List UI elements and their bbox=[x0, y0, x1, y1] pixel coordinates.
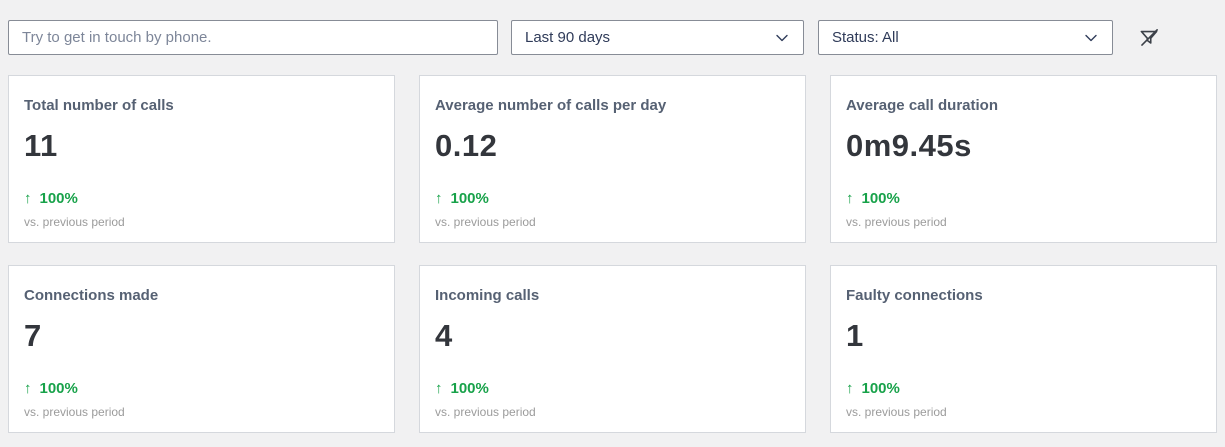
arrow-up-icon: ↑ bbox=[846, 380, 854, 397]
card-value: 7 bbox=[24, 318, 42, 353]
date-range-dropdown[interactable]: Last 90 days bbox=[511, 20, 804, 55]
card-value: 4 bbox=[435, 318, 453, 353]
card-trend: ↑ 100% bbox=[846, 381, 1201, 396]
arrow-up-icon: ↑ bbox=[24, 190, 32, 207]
stat-card-total-calls: Total number of calls 11 ↑ 100% vs. prev… bbox=[8, 75, 395, 243]
clear-filters-button[interactable] bbox=[1131, 20, 1167, 55]
card-trend: ↑ 100% bbox=[435, 191, 790, 206]
trend-percentage: 100% bbox=[861, 380, 900, 397]
trend-percentage: 100% bbox=[450, 380, 489, 397]
card-trend: ↑ 100% bbox=[24, 191, 379, 206]
search-input[interactable] bbox=[8, 20, 498, 55]
comparison-label: vs. previous period bbox=[846, 215, 947, 229]
stat-card-faulty-connections: Faulty connections 1 ↑ 100% vs. previous… bbox=[830, 265, 1217, 433]
card-value: 0.12 bbox=[435, 128, 498, 163]
card-trend: ↑ 100% bbox=[846, 191, 1201, 206]
trend-percentage: 100% bbox=[39, 190, 78, 207]
card-title: Average number of calls per day bbox=[435, 97, 667, 114]
stat-card-incoming-calls: Incoming calls 4 ↑ 100% vs. previous per… bbox=[419, 265, 806, 433]
trend-percentage: 100% bbox=[39, 380, 78, 397]
stat-card-avg-calls-per-day: Average number of calls per day 0.12 ↑ 1… bbox=[419, 75, 806, 243]
filter-bar: Last 90 days Status: All bbox=[0, 0, 1225, 55]
arrow-up-icon: ↑ bbox=[24, 380, 32, 397]
trend-percentage: 100% bbox=[861, 190, 900, 207]
card-trend: ↑ 100% bbox=[24, 381, 379, 396]
comparison-label: vs. previous period bbox=[435, 215, 536, 229]
stats-grid: Total number of calls 11 ↑ 100% vs. prev… bbox=[8, 75, 1217, 433]
filter-off-icon bbox=[1136, 25, 1162, 51]
arrow-up-icon: ↑ bbox=[846, 190, 854, 207]
card-value: 0m9.45s bbox=[846, 128, 972, 163]
comparison-label: vs. previous period bbox=[24, 405, 125, 419]
date-range-value: Last 90 days bbox=[525, 29, 611, 46]
status-value: Status: All bbox=[832, 29, 899, 46]
chevron-down-icon bbox=[774, 30, 790, 46]
status-dropdown[interactable]: Status: All bbox=[818, 20, 1113, 55]
comparison-label: vs. previous period bbox=[846, 405, 947, 419]
card-title: Total number of calls bbox=[24, 97, 174, 114]
card-title: Average call duration bbox=[846, 97, 998, 114]
comparison-label: vs. previous period bbox=[435, 405, 536, 419]
card-title: Faulty connections bbox=[846, 287, 983, 304]
stat-card-connections-made: Connections made 7 ↑ 100% vs. previous p… bbox=[8, 265, 395, 433]
stat-card-avg-call-duration: Average call duration 0m9.45s ↑ 100% vs.… bbox=[830, 75, 1217, 243]
card-trend: ↑ 100% bbox=[435, 381, 790, 396]
card-value: 11 bbox=[24, 128, 58, 163]
arrow-up-icon: ↑ bbox=[435, 380, 443, 397]
card-title: Connections made bbox=[24, 287, 159, 304]
card-value: 1 bbox=[846, 318, 864, 353]
arrow-up-icon: ↑ bbox=[435, 190, 443, 207]
card-title: Incoming calls bbox=[435, 287, 540, 304]
chevron-down-icon bbox=[1083, 30, 1099, 46]
comparison-label: vs. previous period bbox=[24, 215, 125, 229]
trend-percentage: 100% bbox=[450, 190, 489, 207]
